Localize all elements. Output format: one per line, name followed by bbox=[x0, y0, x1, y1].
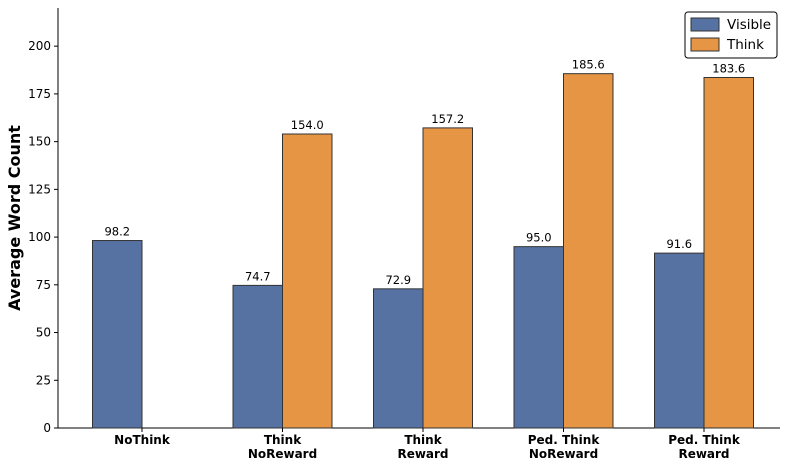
bar-value-label: 72.9 bbox=[385, 273, 411, 287]
legend-swatch-visible bbox=[690, 17, 720, 32]
bar-think bbox=[422, 127, 473, 429]
y-tick-label: 125 bbox=[28, 182, 51, 196]
bar-value-label: 157.2 bbox=[431, 112, 464, 126]
bar-value-label: 74.7 bbox=[245, 269, 271, 283]
legend-label-visible: Visible bbox=[727, 17, 771, 33]
y-tick-label: 100 bbox=[28, 230, 51, 244]
bar-visible bbox=[513, 246, 564, 429]
bar-value-label: 98.2 bbox=[104, 225, 130, 239]
bar-visible bbox=[232, 284, 283, 429]
legend-swatch-think bbox=[690, 37, 720, 52]
x-tick-label: NoReward bbox=[248, 447, 317, 461]
legend-label-think: Think bbox=[726, 37, 764, 53]
y-tick-label: 0 bbox=[43, 421, 51, 435]
bar-think bbox=[563, 73, 614, 429]
y-tick-label: 200 bbox=[28, 39, 51, 53]
bar-visible bbox=[373, 288, 424, 429]
bar-visible bbox=[654, 252, 705, 429]
bar-value-label: 154.0 bbox=[291, 118, 324, 132]
x-tick-label: Reward bbox=[397, 447, 448, 461]
x-tick-label: Ped. Think bbox=[668, 433, 741, 447]
x-tick-label: NoReward bbox=[529, 447, 598, 461]
y-tick-label: 150 bbox=[28, 135, 51, 149]
x-tick-label: Reward bbox=[678, 447, 729, 461]
legend: Visible Think bbox=[684, 11, 778, 59]
x-tick-label: Think bbox=[264, 433, 302, 447]
bar-think bbox=[703, 76, 754, 429]
y-tick-label: 25 bbox=[36, 373, 51, 387]
y-axis-title: Average Word Count bbox=[5, 125, 24, 311]
y-tick-label: 75 bbox=[36, 278, 51, 292]
y-tick-label: 50 bbox=[36, 326, 51, 340]
x-tick-label: Think bbox=[404, 433, 442, 447]
bar-value-label: 95.0 bbox=[526, 231, 552, 245]
bar-think bbox=[282, 133, 333, 429]
bar-value-label: 185.6 bbox=[572, 58, 605, 72]
y-tick-label: 175 bbox=[28, 87, 51, 101]
bar-value-label: 91.6 bbox=[666, 237, 692, 251]
bar-visible bbox=[92, 240, 143, 429]
bar-value-label: 183.6 bbox=[712, 61, 745, 75]
x-tick-label: NoThink bbox=[114, 433, 171, 447]
x-tick-label: Ped. Think bbox=[528, 433, 601, 447]
